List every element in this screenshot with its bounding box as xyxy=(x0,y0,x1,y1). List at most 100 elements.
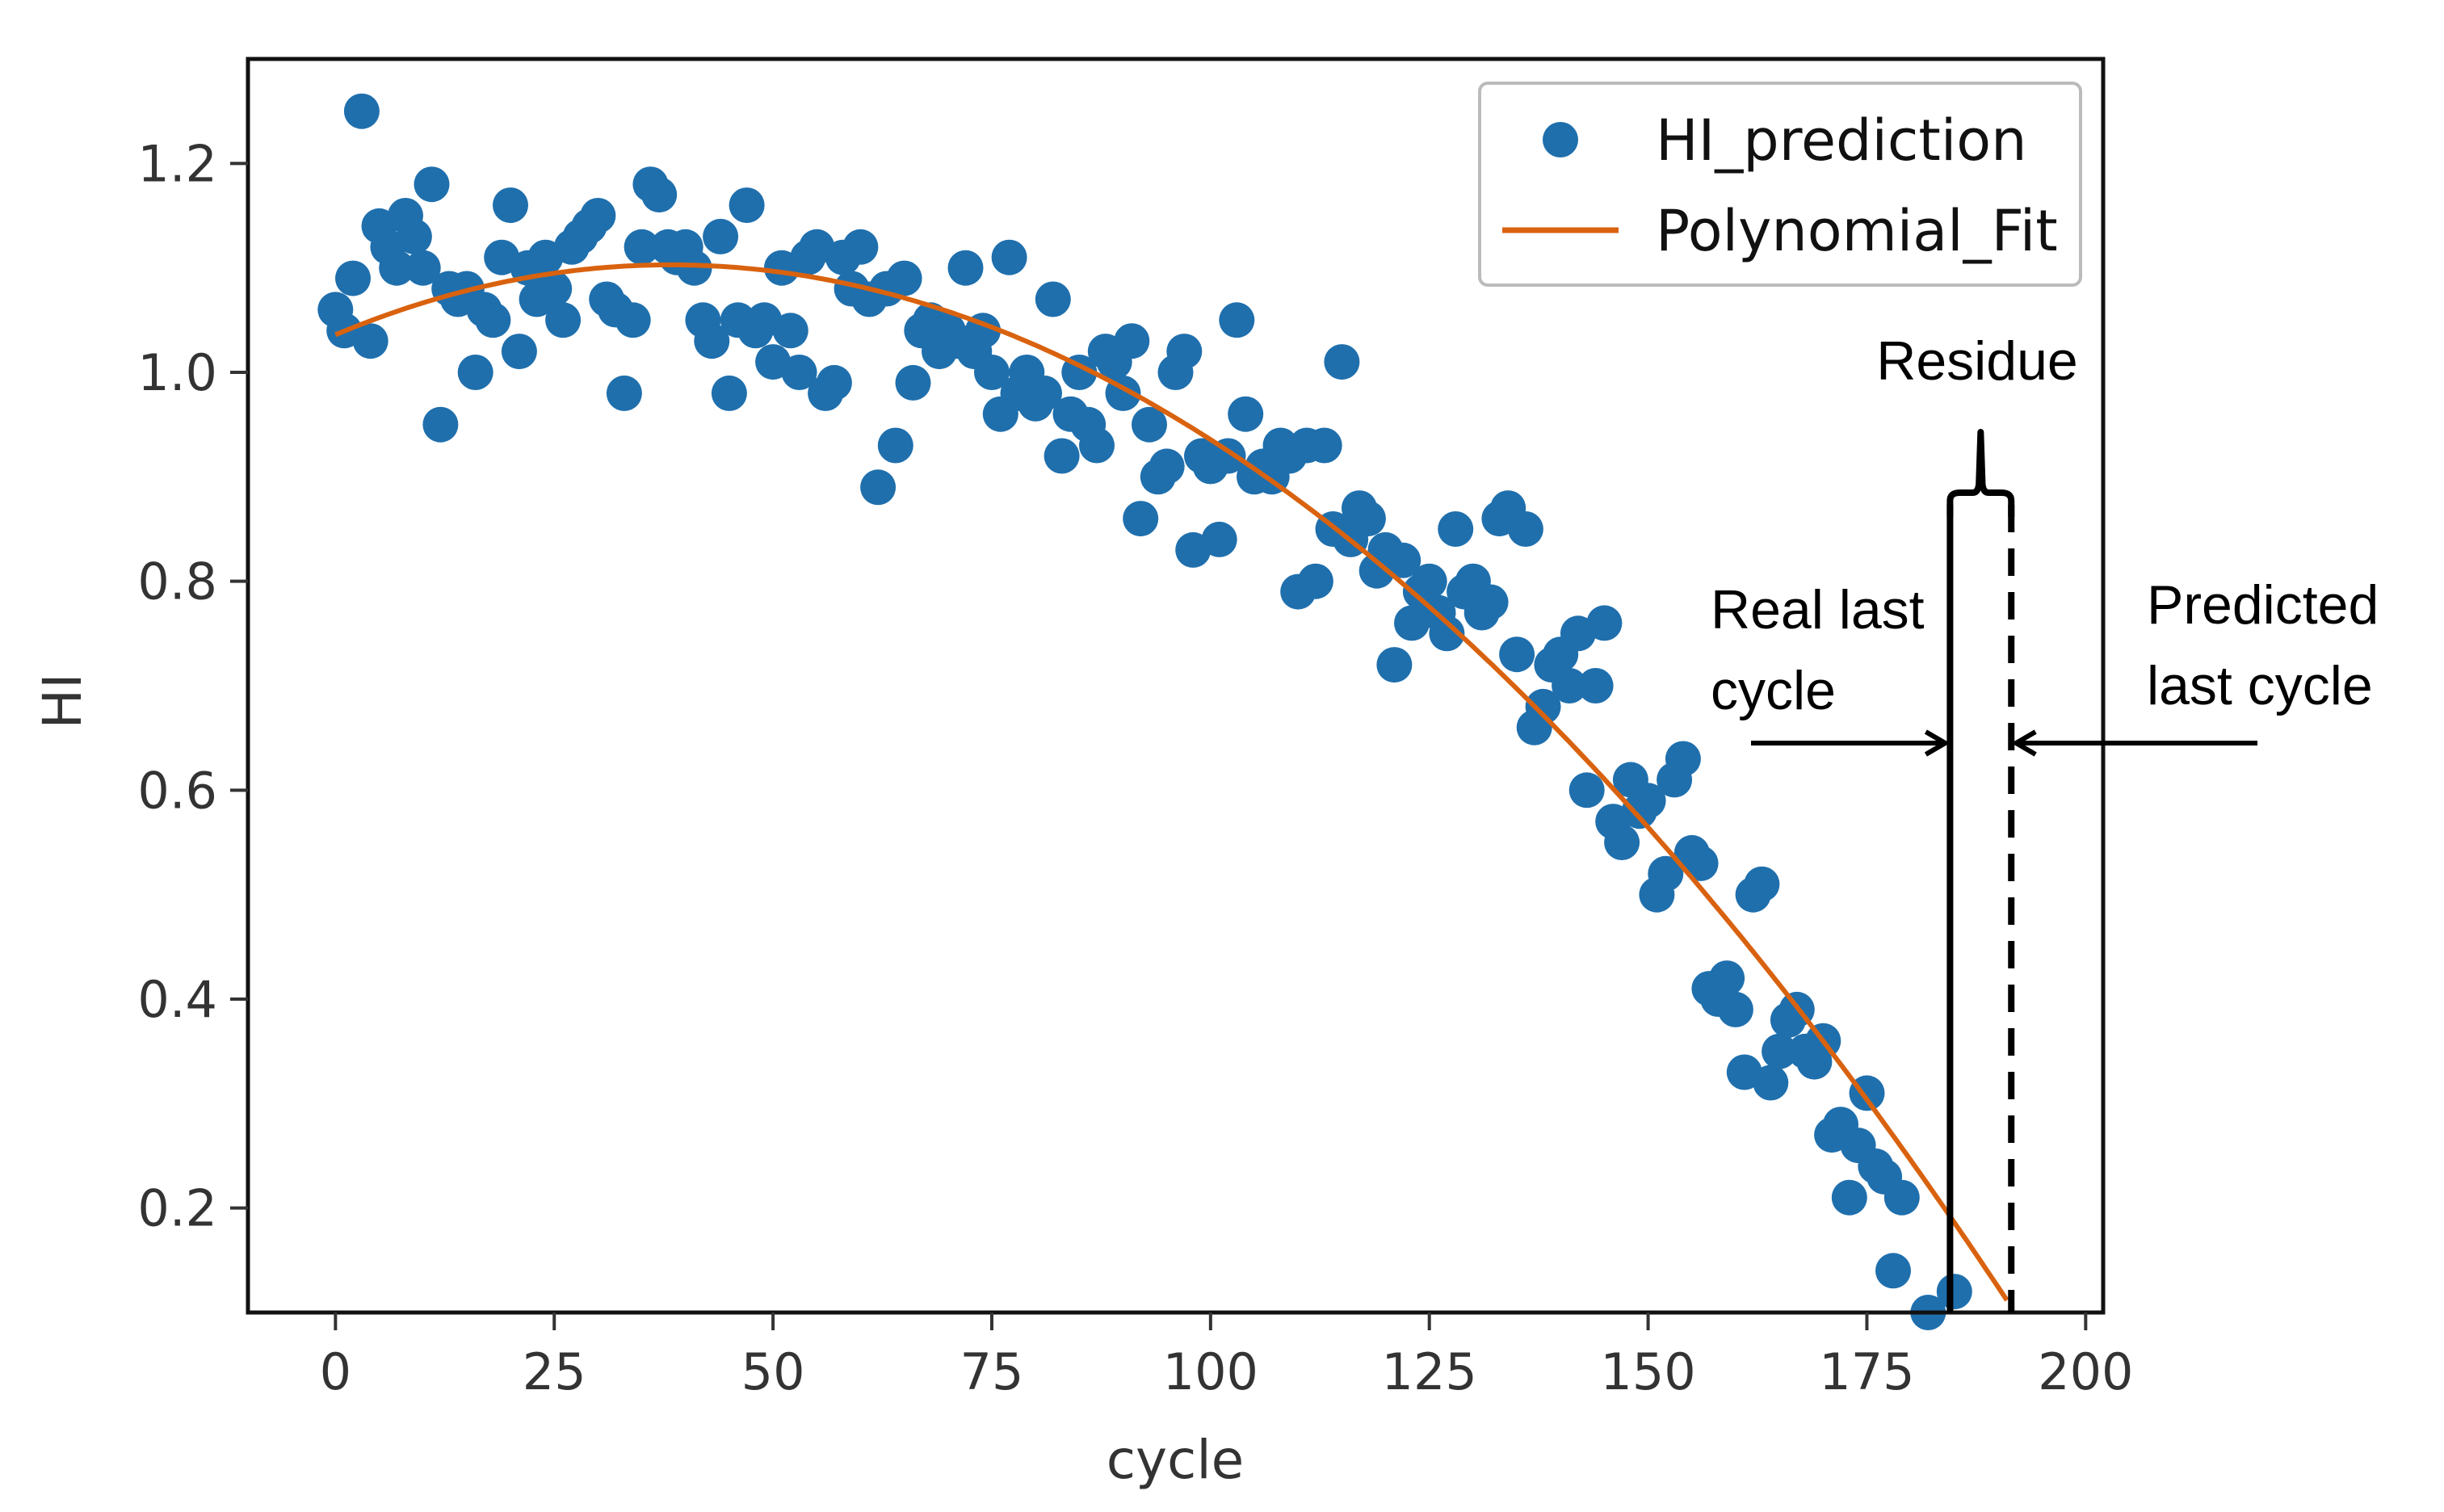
data-point xyxy=(1201,521,1237,557)
plot-frame xyxy=(246,57,2106,1315)
x-tick-label: 175 xyxy=(1819,1342,1914,1401)
data-point xyxy=(711,375,747,411)
data-point xyxy=(1429,615,1465,652)
data-point xyxy=(1219,302,1255,338)
predicted-last-cycle-arrowhead xyxy=(2011,729,2037,757)
scatter-points xyxy=(317,93,1972,1330)
data-point xyxy=(414,166,450,203)
y-tick-label: 1.2 xyxy=(137,134,217,193)
data-point xyxy=(1717,991,1753,1027)
annotations: Residue Real last cycle Predicted last c… xyxy=(1711,330,2379,1312)
y-tick-label: 1.0 xyxy=(137,343,217,402)
data-point xyxy=(1630,783,1666,819)
data-point xyxy=(1114,323,1150,359)
x-tick-label: 200 xyxy=(2038,1342,2133,1401)
legend: HI_prediction Polynomial_Fit xyxy=(1478,82,2082,287)
data-point xyxy=(536,271,573,307)
data-point xyxy=(1149,448,1185,485)
data-point xyxy=(1682,845,1719,881)
data-point xyxy=(335,260,371,296)
data-point xyxy=(877,427,913,464)
data-point xyxy=(729,187,765,224)
data-point xyxy=(1306,427,1342,464)
real-last-cycle-arrowhead xyxy=(1924,729,1951,757)
data-point xyxy=(772,313,808,349)
data-point xyxy=(1883,1179,1920,1216)
data-point xyxy=(1079,427,1115,464)
data-point xyxy=(545,302,582,338)
x-tick-label: 75 xyxy=(960,1342,1024,1401)
data-point xyxy=(1507,511,1543,547)
data-point xyxy=(1376,647,1413,683)
data-point xyxy=(1709,960,1745,997)
x-tick-label: 125 xyxy=(1382,1342,1477,1401)
data-point xyxy=(1831,1179,1867,1216)
data-point xyxy=(1228,396,1264,432)
data-point xyxy=(493,187,528,224)
data-point xyxy=(1499,636,1535,673)
residue-bracket xyxy=(1946,429,2015,517)
data-point xyxy=(1166,334,1203,370)
data-point xyxy=(1324,344,1360,380)
data-point xyxy=(641,177,678,213)
data-point xyxy=(405,250,441,286)
data-point xyxy=(703,218,739,254)
predicted-last-cycle-label-line2: last cycle xyxy=(2147,655,2373,716)
data-point xyxy=(895,364,931,401)
data-point xyxy=(1936,1274,1972,1310)
data-point xyxy=(457,355,493,390)
data-point xyxy=(886,260,922,296)
data-point xyxy=(676,250,712,286)
data-point xyxy=(501,334,537,370)
residue-label: Residue xyxy=(1876,330,2078,392)
y-tick-label: 0.4 xyxy=(137,970,217,1029)
y-tick-label: 0.6 xyxy=(137,761,217,820)
data-point xyxy=(422,406,459,443)
data-point xyxy=(1385,542,1421,578)
data-point xyxy=(1123,501,1159,537)
data-point xyxy=(1132,406,1167,443)
data-point xyxy=(1027,375,1062,411)
predicted-last-cycle-label-line1: Predicted xyxy=(2147,574,2379,636)
x-tick-label: 50 xyxy=(741,1342,805,1401)
data-point xyxy=(816,364,852,401)
data-point xyxy=(1411,563,1447,599)
x-tick-label: 25 xyxy=(523,1342,586,1401)
data-point xyxy=(475,302,511,338)
data-point xyxy=(1472,584,1509,620)
data-point xyxy=(396,218,432,254)
data-point xyxy=(624,229,660,265)
data-point xyxy=(991,239,1027,275)
data-point xyxy=(1044,438,1080,474)
polynomial-fit-line xyxy=(334,262,2009,1302)
data-point xyxy=(1297,563,1333,599)
legend-box xyxy=(1478,82,2082,287)
data-point xyxy=(379,250,415,286)
data-point xyxy=(580,198,616,233)
y-tick-label: 0.8 xyxy=(137,552,217,611)
data-point xyxy=(974,355,1010,390)
data-point xyxy=(1552,668,1588,704)
data-point xyxy=(860,469,897,506)
legend-marker-hi-prediction xyxy=(1543,122,1578,158)
data-point xyxy=(781,355,817,390)
data-point xyxy=(842,229,879,265)
x-tick-label: 0 xyxy=(320,1342,351,1401)
x-axis-ticks: 0 25 50 75 100 125 150 175 200 xyxy=(320,1312,2134,1401)
data-point xyxy=(1875,1253,1911,1289)
y-axis-label: HI xyxy=(31,673,94,729)
legend-label-hi-prediction: HI_prediction xyxy=(1656,107,2026,174)
data-point xyxy=(1604,825,1640,860)
x-tick-label: 150 xyxy=(1600,1342,1695,1401)
data-point xyxy=(1586,605,1623,641)
data-point xyxy=(606,375,642,411)
data-point xyxy=(694,323,730,359)
real-last-cycle-label-line2: cycle xyxy=(1711,660,1836,721)
y-tick-label: 0.2 xyxy=(137,1179,217,1238)
real-last-cycle-label-line1: Real last xyxy=(1711,579,1925,640)
data-point xyxy=(1525,688,1561,724)
data-point xyxy=(1648,855,1684,892)
data-point xyxy=(1753,1065,1789,1101)
x-tick-label: 100 xyxy=(1163,1342,1258,1401)
